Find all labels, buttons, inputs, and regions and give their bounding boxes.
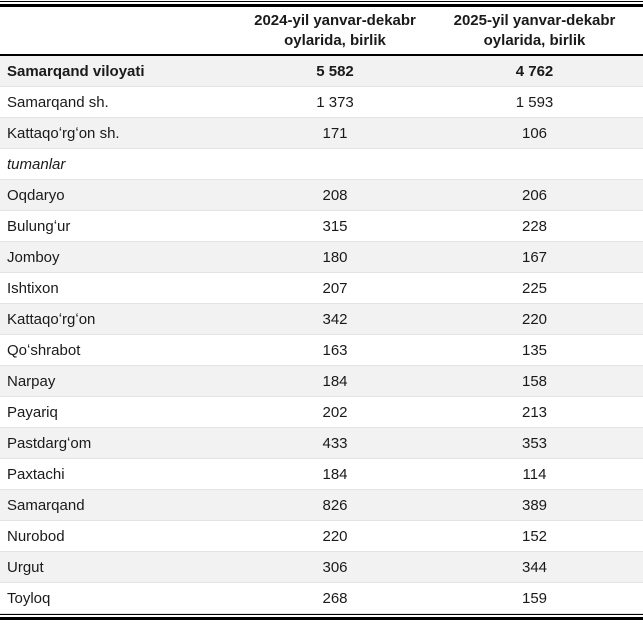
value-2024-cell: 315 [322,217,348,235]
table-row: Urgut 306 344 [0,552,643,583]
value-2024-cell: 342 [322,310,348,328]
value-2024-cell: 184 [322,465,348,483]
header-cell-empty [0,28,232,34]
row-label: Payariq [7,403,58,421]
table-row: Samarqand viloyati 5 582 4 762 [0,56,643,87]
table-row: Oqdaryo 208 206 [0,180,643,211]
table-row: Samarqand sh. 1 373 1 593 [0,87,643,118]
value-2024-cell: 171 [322,124,348,142]
row-label: Narpay [7,372,56,390]
table-header-row: 2024-yil yanvar-dekabr oylarida, birlik … [0,7,643,56]
row-label: Paxtachi [7,465,65,483]
value-2025-cell: 158 [521,372,548,390]
value-2024-cell: 306 [322,558,348,576]
table-row: Nurobod 220 152 [0,521,643,552]
table-row: Paxtachi 184 114 [0,459,643,490]
value-2025-cell: 220 [521,310,548,328]
row-label: Kattaqoʻrgʻon [7,310,96,328]
table-row: Ishtixon 207 225 [0,273,643,304]
table-row: Pastdargʻom 433 353 [0,428,643,459]
row-label: Kattaqoʻrgʻon sh. [7,124,120,142]
header-cell-2024: 2024-yil yanvar-dekabr oylarida, birlik [254,11,416,49]
value-2025-cell: 135 [521,341,548,359]
row-label: Oqdaryo [7,186,65,204]
value-2024-cell: 826 [322,496,348,514]
value-2025-cell: 353 [521,434,548,452]
value-2024-cell: 220 [322,527,348,545]
row-label: Ishtixon [7,279,59,297]
row-label: Jomboy [7,248,60,266]
row-label: Toyloq [7,589,51,607]
table-row: Payariq 202 213 [0,397,643,428]
top-thin-rule [0,1,643,2]
value-2024-cell: 268 [322,589,348,607]
table-row: Kattaqoʻrgʻon 342 220 [0,304,643,335]
value-2024-cell: 207 [322,279,348,297]
value-2025-cell: 152 [521,527,548,545]
value-2025-cell: 228 [521,217,548,235]
row-label: Samarqand viloyati [7,62,145,80]
value-2025-cell: 167 [521,248,548,266]
value-2025-cell: 206 [521,186,548,204]
value-2024-cell: 1 373 [316,93,354,111]
value-2024-cell: 180 [322,248,348,266]
row-label: Samarqand sh. [7,93,109,111]
table-row: Jomboy 180 167 [0,242,643,273]
bottom-thin-rule [0,614,643,615]
value-2025-cell: 159 [521,589,548,607]
table-bottom-double-rule [0,614,643,620]
table-row: Kattaqoʻrgʻon sh. 171 106 [0,118,643,149]
value-2024-cell: 163 [322,341,348,359]
value-2025-cell: 344 [521,558,548,576]
top-thick-rule [0,4,643,7]
value-2024-cell: 184 [322,372,348,390]
value-2025-cell: 213 [521,403,548,421]
row-label: Samarqand [7,496,85,514]
row-label: Nurobod [7,527,65,545]
value-2024-cell: 208 [322,186,348,204]
bottom-thick-rule [0,617,643,620]
row-label: Urgut [7,558,44,576]
row-label: Bulungʻur [7,217,71,235]
table-row: Narpay 184 158 [0,366,643,397]
row-label: Qoʻshrabot [7,341,81,359]
value-2025-cell: 106 [521,124,548,142]
table-row: tumanlar [0,149,643,180]
row-label: Pastdargʻom [7,434,92,452]
value-2025-cell: 4 762 [515,62,554,80]
row-label: tumanlar [7,155,66,173]
value-2025-cell: 389 [521,496,548,514]
table-row: Samarqand 826 389 [0,490,643,521]
table-row: Toyloq 268 159 [0,583,643,614]
table-top-double-rule [0,0,643,7]
value-2025-cell: 225 [521,279,548,297]
value-2024-cell: 5 582 [316,62,354,80]
value-2024-cell: 433 [322,434,348,452]
table-row: Qoʻshrabot 163 135 [0,335,643,366]
value-2025-cell: 1 593 [515,93,554,111]
table-row: Bulungʻur 315 228 [0,211,643,242]
value-2025-cell: 114 [522,465,547,483]
header-cell-2025: 2025-yil yanvar-dekabr oylarida, birlik [453,11,616,49]
value-2024-cell: 202 [322,403,348,421]
table-body: Samarqand viloyati 5 582 4 762 Samarqand… [0,56,643,614]
